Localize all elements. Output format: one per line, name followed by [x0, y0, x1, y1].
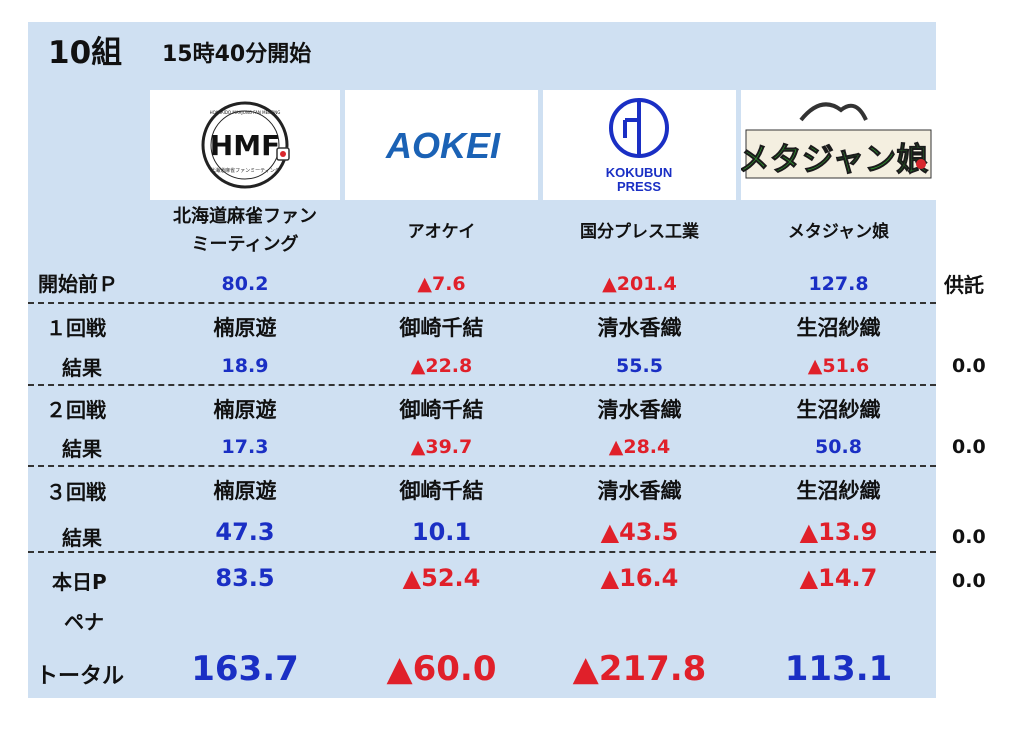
label-penalty: ペナ: [64, 610, 104, 634]
label-total: トータル: [36, 664, 125, 689]
player-round1-2: 御崎千結: [399, 316, 484, 340]
kyotaku-round1: 0.0: [952, 355, 986, 377]
label-result-1: 結果: [62, 356, 102, 380]
player-round2-1: 楠原遊: [213, 398, 277, 422]
label-result-3: 結果: [62, 526, 102, 550]
metajan-logo: メタジャン娘: [737, 90, 936, 200]
label-round-1: １回戦: [46, 316, 106, 340]
label-result-2: 結果: [62, 437, 102, 461]
start-point-2: ▲7.6: [417, 273, 466, 295]
team-name-3: 国分プレス工業: [580, 222, 699, 242]
kokubun-logo-line2: PRESS: [617, 179, 661, 194]
hmf-logo: HMF HOKKAIDO MAHJONG FAN MEETING 北海道麻雀ファ…: [150, 90, 340, 200]
result-round1-4: ▲51.6: [807, 355, 870, 377]
start-point-3: ▲201.4: [602, 273, 677, 295]
label-start-points: 開始前Ｐ: [38, 272, 118, 296]
result-round2-2: ▲39.7: [410, 436, 473, 458]
kokubun-logo-line1: KOKUBUN: [606, 165, 672, 180]
player-round3-4: 生沼紗織: [796, 479, 881, 503]
result-round3-4: ▲13.9: [799, 518, 878, 546]
result-round1-3: 55.5: [616, 355, 663, 377]
label-round-3: ３回戦: [46, 480, 106, 504]
total-4: 113.1: [784, 649, 893, 689]
result-round1-1: 18.9: [221, 355, 269, 377]
result-round2-4: 50.8: [815, 436, 862, 458]
row-divider: [28, 384, 936, 386]
player-round1-1: 楠原遊: [213, 316, 277, 340]
today-point-4: ▲14.7: [799, 564, 878, 592]
group-title: 10組: [48, 35, 123, 71]
metajan-logo-text: メタジャン娘: [741, 140, 928, 178]
start-time: 15時40分開始: [162, 42, 312, 67]
kokubun-logo: KOKUBUN PRESS: [543, 90, 736, 200]
total-2: ▲60.0: [386, 649, 497, 689]
today-point-1: 83.5: [215, 564, 275, 592]
player-round2-4: 生沼紗織: [796, 398, 881, 422]
today-point-2: ▲52.4: [402, 564, 481, 592]
row-divider: [28, 302, 936, 304]
player-round2-3: 清水香織: [597, 398, 682, 422]
kyotaku-round3: 0.0: [952, 526, 986, 548]
row-divider: [28, 465, 936, 467]
aokei-logo-text: AOKEI: [385, 125, 501, 166]
result-round3-1: 47.3: [215, 518, 275, 546]
player-round3-1: 楠原遊: [213, 479, 277, 503]
player-round3-3: 清水香織: [597, 479, 682, 503]
player-round3-2: 御崎千結: [399, 479, 484, 503]
result-round3-2: 10.1: [411, 518, 472, 546]
team-name-line2-1: ミーティング: [191, 234, 299, 255]
hmf-logo-text: HMF: [210, 129, 280, 162]
team-name-line1-1: 北海道麻雀ファン: [173, 206, 317, 227]
row-divider: [28, 551, 936, 553]
result-round1-2: ▲22.8: [410, 355, 473, 377]
result-round3-3: ▲43.5: [600, 518, 679, 546]
hmf-logo-sub-text: 北海道麻雀ファンミーティング: [210, 167, 280, 174]
result-round2-3: ▲28.4: [608, 436, 671, 458]
team-name-4: メタジャン娘: [787, 222, 890, 242]
player-round1-4: 生沼紗織: [796, 316, 881, 340]
label-kyotaku: 供託: [944, 273, 984, 297]
player-round1-3: 清水香織: [597, 316, 682, 340]
start-point-1: 80.2: [221, 273, 269, 295]
hmf-logo-ring-text: HOKKAIDO MAHJONG FAN MEETING: [210, 110, 281, 115]
label-round-2: ２回戦: [46, 398, 106, 422]
result-round2-1: 17.3: [221, 436, 269, 458]
kyotaku-round2: 0.0: [952, 436, 986, 458]
aokei-logo: AOKEI: [345, 90, 538, 200]
start-point-4: 127.8: [808, 273, 869, 295]
kyotaku-today: 0.0: [952, 570, 986, 592]
today-point-3: ▲16.4: [600, 564, 679, 592]
label-today-points: 本日P: [52, 570, 107, 594]
player-round2-2: 御崎千結: [399, 398, 484, 422]
total-1: 163.7: [191, 649, 299, 689]
total-3: ▲217.8: [572, 649, 707, 689]
team-name-2: アオケイ: [407, 222, 476, 242]
